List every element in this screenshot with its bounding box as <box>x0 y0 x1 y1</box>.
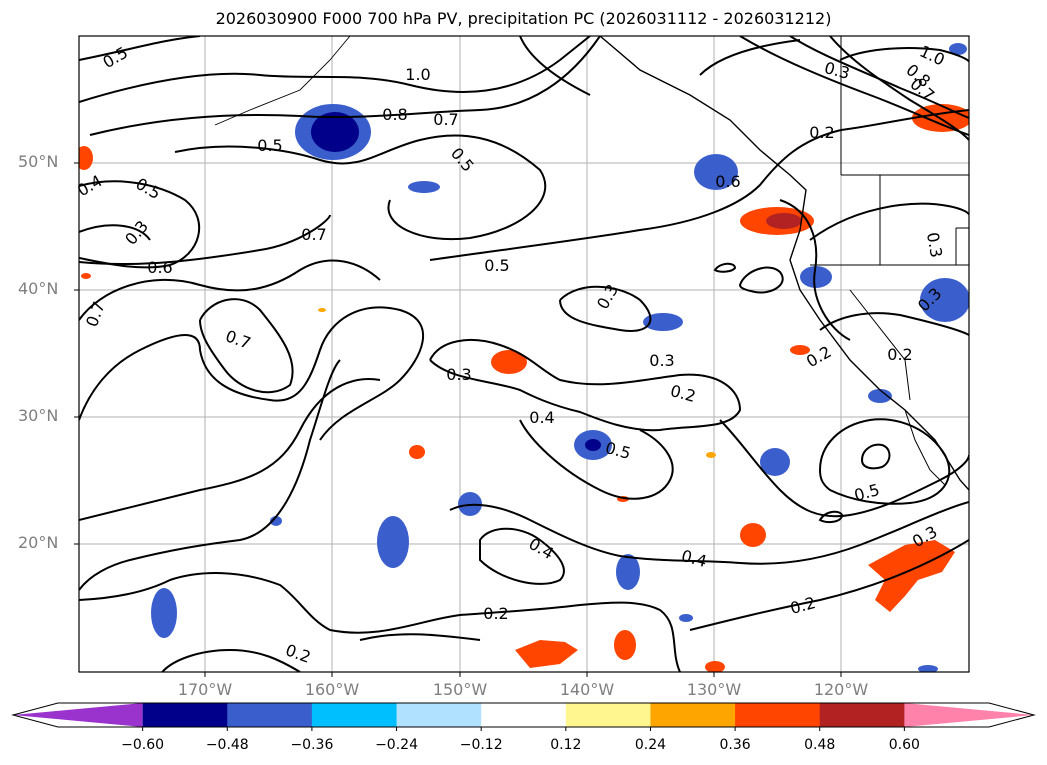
lon-label-150w: 150°W <box>432 680 488 699</box>
contour-label: 0.2 <box>483 604 508 623</box>
contour-label: 1.0 <box>405 65 430 84</box>
colorbar-label: −0.24 <box>375 737 418 753</box>
lon-label-170w: 170°W <box>177 680 233 699</box>
colorbar-label: 0.60 <box>888 737 920 753</box>
colorbar-label: 0.12 <box>550 737 582 753</box>
contour-label: 0.7 <box>301 225 326 244</box>
map-title: 2026030900 F000 700 hPa PV, precipitatio… <box>215 9 832 28</box>
pv-contours <box>79 36 969 672</box>
contour-label: 0.7 <box>433 110 458 129</box>
precip-negative-areas <box>151 43 969 672</box>
lon-label-160w: 160°W <box>304 680 360 699</box>
lon-label-130w: 130°W <box>686 680 742 699</box>
contour-label: 0.5 <box>484 256 509 275</box>
lat-label-50n: 50°N <box>18 152 59 171</box>
lat-label-30n: 30°N <box>18 406 59 425</box>
colorbar-label: −0.60 <box>121 737 165 753</box>
contour-label: 0.5 <box>257 136 282 155</box>
contour-label: 0.2 <box>887 345 912 364</box>
colorbar-label: −0.12 <box>459 737 503 753</box>
lon-label-120w: 120°W <box>813 680 869 699</box>
contour-label: 0.3 <box>649 351 674 370</box>
colorbar-label: 0.48 <box>804 737 836 753</box>
colorbar-label: −0.36 <box>290 737 334 753</box>
contour-label: 0.2 <box>809 123 834 142</box>
lat-label-40n: 40°N <box>18 279 59 298</box>
colorbar-label: 0.24 <box>634 737 667 753</box>
contour-label: 0.6 <box>147 258 172 277</box>
lon-label-140w: 140°W <box>559 680 615 699</box>
contour-label: 0.4 <box>529 408 554 427</box>
colorbar-label: 0.36 <box>719 737 751 753</box>
contour-label: 0.8 <box>382 105 407 124</box>
contour-label: 0.6 <box>715 172 740 191</box>
lat-label-20n: 20°N <box>18 533 59 552</box>
contour-label: 0.3 <box>923 231 946 259</box>
colorbar-label: −0.48 <box>205 737 249 753</box>
map-frame <box>78 35 970 673</box>
contour-label: 0.3 <box>446 365 471 384</box>
